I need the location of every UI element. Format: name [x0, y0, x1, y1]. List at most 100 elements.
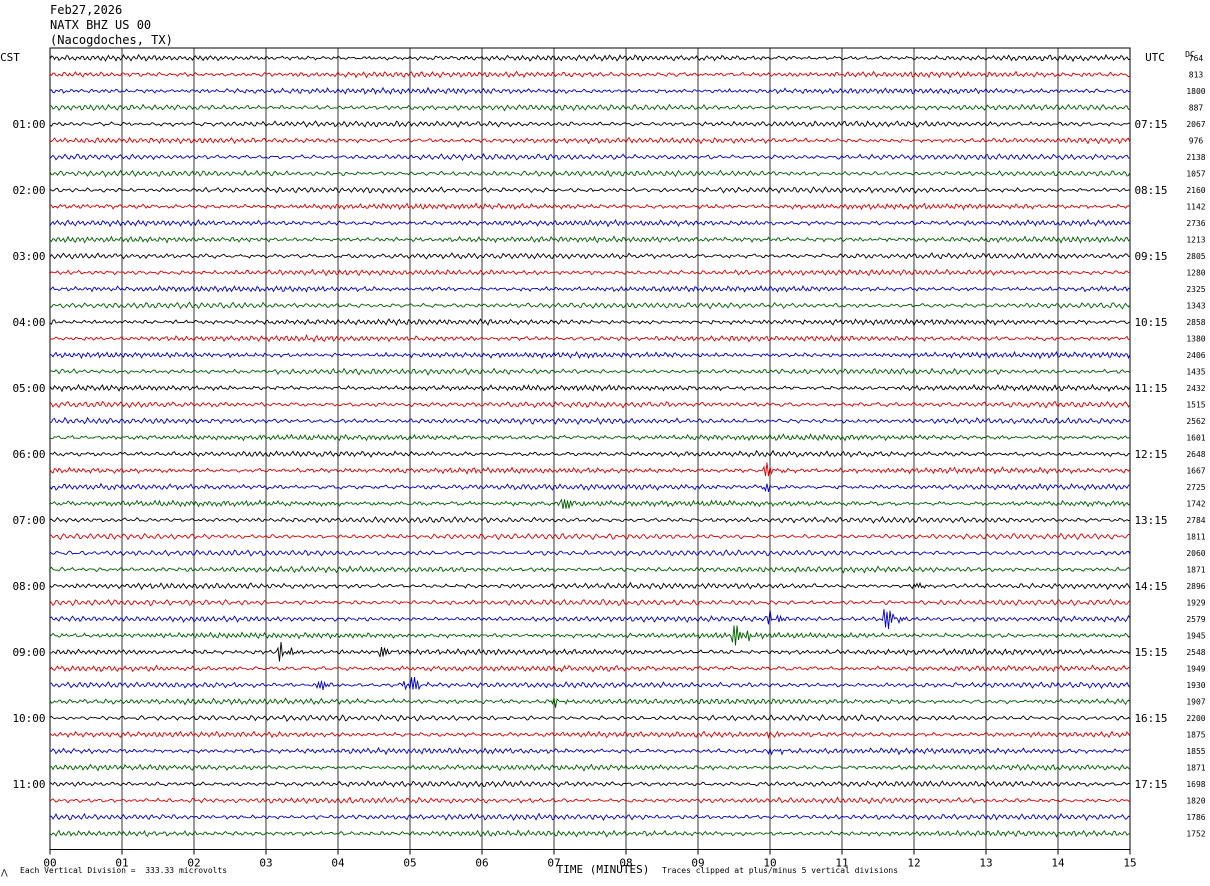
clip-note: Traces clipped at plus/minus 5 vertical …: [662, 866, 899, 875]
right-hour-label: 17:15: [1134, 778, 1167, 791]
right-hour-label: 07:15: [1134, 118, 1167, 131]
seismogram-trace: [49, 812, 1131, 822]
left-hour-label: 07:00: [12, 514, 45, 527]
dc-axis-title: DC: [1185, 50, 1195, 59]
right-hour-label: 16:15: [1134, 712, 1167, 725]
dc-offset-label: 2067: [1186, 120, 1205, 129]
x-tick-label: 00: [43, 857, 56, 870]
dc-offset-label: 1742: [1186, 500, 1205, 509]
dc-offset-label: 887: [1189, 104, 1204, 113]
dc-offset-label: 1871: [1186, 764, 1205, 773]
dc-offset-label: 1811: [1186, 533, 1205, 542]
dc-offset-label: 2858: [1186, 318, 1205, 327]
seismogram-trace: [49, 268, 1131, 277]
dc-offset-label: 2579: [1186, 615, 1205, 624]
right-hour-label: 11:15: [1134, 382, 1167, 395]
x-tick-label: 02: [187, 857, 200, 870]
seismogram-trace: [49, 301, 1131, 310]
dc-offset-label: 2648: [1186, 450, 1205, 459]
seismogram-trace: [49, 608, 1131, 630]
seismogram-trace: [49, 549, 1131, 557]
seismogram-trace: [49, 70, 1131, 79]
left-hour-label: 01:00: [12, 118, 45, 131]
seismogram-trace: [49, 498, 1131, 509]
left-hour-label: 03:00: [12, 250, 45, 263]
seismogram-trace: [49, 120, 1131, 128]
dc-offset-label: 813: [1189, 71, 1204, 80]
dc-offset-label: 1343: [1186, 302, 1205, 311]
x-tick-label: 01: [115, 857, 128, 870]
seismogram-trace: [49, 202, 1131, 211]
seismogram-trace: [49, 598, 1131, 607]
x-tick-label: 07: [547, 857, 560, 870]
dc-offset-label: 2548: [1186, 648, 1205, 657]
x-tick-label: 15: [1123, 857, 1136, 870]
dc-offset-label: 1380: [1186, 335, 1205, 344]
dc-offset-label: 2784: [1186, 516, 1205, 525]
left-hour-label: 10:00: [12, 712, 45, 725]
seismogram-trace: [49, 400, 1131, 409]
left-hour-label: 09:00: [12, 646, 45, 659]
dc-offset-label: 1875: [1186, 731, 1205, 740]
dc-offset-label: 1213: [1186, 236, 1205, 245]
dc-offset-label: 2562: [1186, 417, 1205, 426]
dc-offset-label: 1601: [1186, 434, 1205, 443]
dc-offset-label: 1949: [1186, 665, 1205, 674]
seismogram-trace: [49, 169, 1131, 178]
seismogram-trace: [49, 714, 1131, 723]
seismogram-trace: [49, 677, 1131, 691]
dc-offset-label: 1057: [1186, 170, 1205, 179]
seismogram-trace: [49, 829, 1131, 838]
division-note: Each Vertical Division = 333.33 microvol…: [20, 866, 228, 875]
seismogram-trace: [49, 581, 1131, 591]
dc-offset-label: 1667: [1186, 467, 1205, 476]
dc-offset-label: 1280: [1186, 269, 1205, 278]
right-hour-label: 10:15: [1134, 316, 1167, 329]
right-hour-label: 08:15: [1134, 184, 1167, 197]
dc-offset-label: 976: [1189, 137, 1204, 146]
seismogram-trace: [49, 235, 1131, 244]
x-tick-label: 03: [259, 857, 272, 870]
x-axis-title: TIME (MINUTES): [557, 863, 650, 876]
seismogram-trace: [49, 565, 1131, 574]
seismogram-trace: [49, 333, 1131, 343]
seismogram-trace: [49, 350, 1131, 360]
plot-frame: [49, 47, 1131, 850]
left-axis-title: CST: [0, 51, 20, 64]
dc-offset-label: 2896: [1186, 582, 1205, 591]
seismogram-trace: [49, 416, 1131, 426]
right-hour-label: 12:15: [1134, 448, 1167, 461]
seismogram-trace: [49, 186, 1131, 194]
seismogram-trace: [49, 218, 1131, 228]
right-hour-label: 15:15: [1134, 646, 1167, 659]
seismogram-trace: [49, 462, 1131, 477]
dc-offset-label: 1515: [1186, 401, 1205, 410]
dc-offset-label: 2325: [1186, 285, 1205, 294]
dc-offset-label: 1907: [1186, 698, 1205, 707]
seismogram-trace: [49, 53, 1131, 63]
seismogram-trace: [49, 779, 1131, 789]
left-hour-label: 04:00: [12, 316, 45, 329]
seismogram-trace: [49, 730, 1131, 740]
x-tick-label: 11: [835, 857, 848, 870]
dc-offset-label: 1752: [1186, 830, 1205, 839]
seismogram-trace: [49, 284, 1131, 293]
seismogram-trace: [49, 763, 1131, 772]
seismogram-trace: [49, 625, 1131, 646]
seismogram-trace: [49, 796, 1131, 805]
seismogram-trace: [49, 641, 1131, 662]
seismogram-trace: [49, 383, 1131, 393]
header-date: Feb27,2026: [50, 3, 123, 17]
x-tick-label: 06: [475, 857, 488, 870]
right-axis-title: UTC: [1145, 51, 1165, 64]
dc-offset-label: 1930: [1186, 681, 1205, 690]
seismogram-trace: [49, 367, 1131, 376]
seismogram-trace: [49, 136, 1131, 145]
dc-offset-label: 1142: [1186, 203, 1205, 212]
seismogram-trace: [49, 746, 1131, 756]
left-hour-label: 05:00: [12, 382, 45, 395]
x-tick-label: 05: [403, 857, 416, 870]
seismogram-trace: [49, 318, 1131, 327]
seismogram-trace: [49, 532, 1131, 541]
